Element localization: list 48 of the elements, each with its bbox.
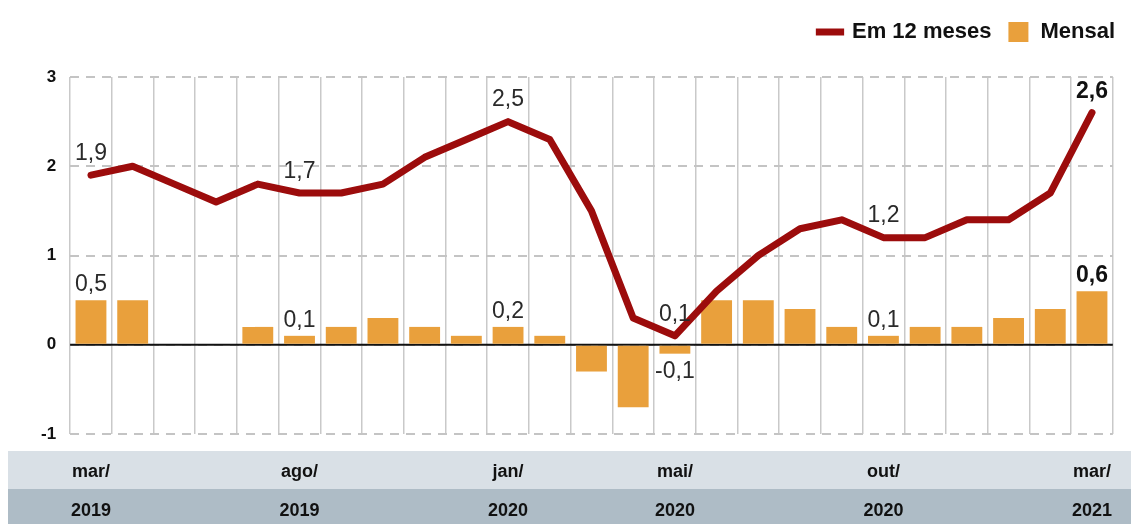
y-tick-label: 3 [46,66,57,86]
data-label: 0,5 [74,269,107,296]
y-tick-label: -1 [40,423,57,443]
bar [75,300,107,344]
data-label: 2,6 [1075,76,1108,103]
bar [909,326,941,344]
bar [492,326,524,344]
data-label: 0,6 [1075,261,1108,288]
bar [701,300,733,344]
data-label: 1,9 [74,139,107,166]
bar [284,335,315,344]
bar [576,345,607,372]
data-label: 0,1 [658,299,691,326]
bar [617,345,649,408]
x-tick-label: mar/ 2019 [70,461,111,521]
bar [450,335,482,344]
data-label: 1,2 [867,201,900,228]
bar [534,335,566,344]
x-tick-label: jan/ 2020 [488,461,529,521]
bar [409,326,441,344]
bar [826,326,858,344]
bar [325,326,357,344]
y-tick-label: 0 [46,334,57,354]
x-tick-label: mai/ 2020 [654,461,695,521]
bar [951,326,983,344]
y-tick-label: 2 [46,155,57,175]
bar [117,300,149,344]
bar [868,335,899,344]
x-tick-label: ago/ 2019 [279,461,320,521]
legend-label: Em 12 meses [851,18,992,44]
bar [993,317,1024,344]
legend-label: Mensal [1040,18,1116,44]
bar [784,309,816,344]
data-label: -0,1 [655,356,695,383]
x-tick-label: out/ 2020 [863,461,904,521]
data-label: 0,2 [492,296,525,323]
y-tick-label: 1 [46,245,57,265]
bar [1034,309,1066,344]
bar [659,345,691,354]
data-label: 0,1 [867,305,900,332]
bar [742,300,774,344]
bar [367,317,399,344]
bar [1076,291,1108,344]
data-label: 2,5 [492,85,525,112]
data-label: 0,1 [283,305,316,332]
x-tick-label: mar/ 2021 [1071,461,1112,521]
bar [242,326,274,344]
data-label: 1,7 [283,156,316,183]
